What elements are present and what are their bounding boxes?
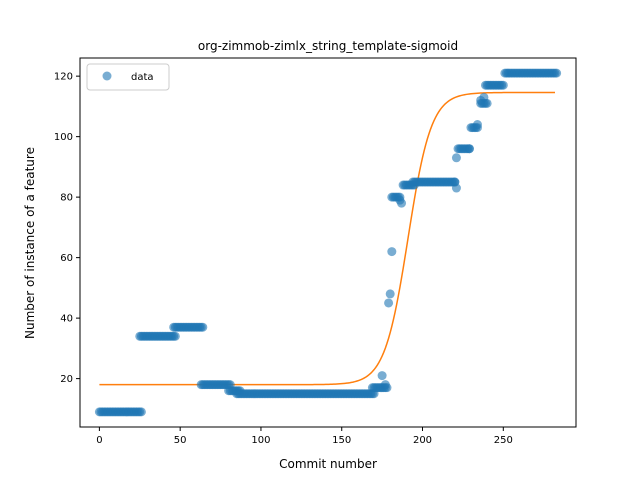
- data-point: [397, 199, 406, 208]
- x-axis-label: Commit number: [279, 457, 377, 471]
- y-tick-label: 20: [60, 374, 73, 385]
- data-point: [473, 120, 482, 129]
- data-point: [171, 332, 180, 341]
- plot-area: [80, 58, 576, 427]
- legend: data: [87, 64, 169, 90]
- x-tick-label: 200: [413, 435, 432, 446]
- x-tick-label: 50: [174, 435, 187, 446]
- legend-marker: [103, 72, 112, 81]
- legend-label-data: data: [131, 72, 154, 83]
- y-tick-label: 100: [54, 132, 73, 143]
- x-tick-label: 150: [332, 435, 351, 446]
- x-tick-label: 0: [96, 435, 102, 446]
- data-point: [552, 69, 561, 78]
- data-point: [479, 93, 488, 102]
- data-point: [387, 247, 396, 256]
- data-point: [452, 184, 461, 193]
- x-tick-label: 250: [494, 435, 513, 446]
- y-tick-label: 60: [60, 253, 73, 264]
- data-point: [384, 298, 393, 307]
- data-point: [452, 153, 461, 162]
- data-point: [499, 81, 508, 90]
- legend-box: [87, 64, 169, 90]
- y-tick-label: 120: [54, 72, 73, 83]
- y-tick-label: 80: [60, 193, 73, 204]
- x-tick-label: 100: [251, 435, 270, 446]
- data-point: [465, 144, 474, 153]
- y-tick-label: 40: [60, 314, 73, 325]
- data-point: [386, 289, 395, 298]
- data-point: [137, 407, 146, 416]
- y-axis-label: Number of instance of a feature: [23, 147, 37, 339]
- chart-title: org-zimmob-zimlx_string_template-sigmoid: [198, 39, 458, 53]
- data-point: [408, 178, 417, 187]
- data-point: [381, 380, 390, 389]
- data-point: [198, 323, 207, 332]
- data-point: [378, 371, 387, 380]
